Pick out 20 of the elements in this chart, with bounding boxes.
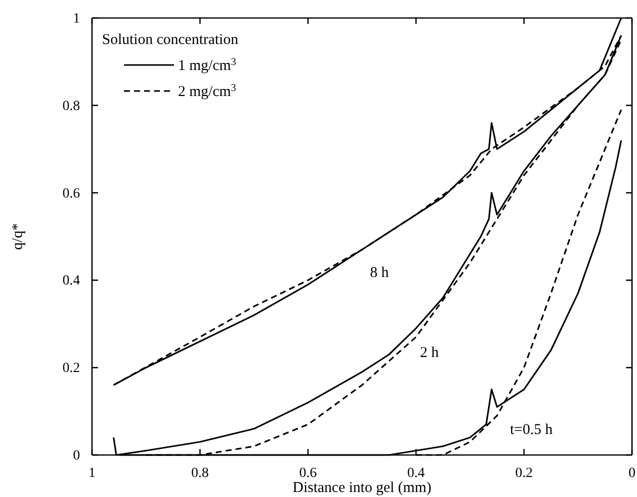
x-tick-label: 0.4 — [407, 466, 425, 481]
y-tick-label: 0 — [73, 448, 80, 464]
x-tick-label: 0 — [628, 466, 636, 481]
y-axis-title: q/q* — [10, 223, 26, 250]
legend-label: 1 mg/cm$^{3}$ — [178, 56, 236, 74]
annotation: 8 h — [370, 265, 390, 281]
y-tick-label: 0.6 — [62, 186, 80, 202]
y-tick-label: 0.4 — [62, 274, 80, 289]
legend-title: Solution concentration — [102, 32, 239, 48]
x-tick-label: 0.8 — [191, 466, 209, 481]
legend-label: 2 mg/cm$^{3}$ — [178, 82, 236, 100]
x-tick-label: 1 — [88, 466, 96, 481]
x-tick-label: 0.2 — [515, 466, 533, 481]
y-tick-label: 0.2 — [62, 361, 80, 376]
x-tick-label: 0.6 — [299, 466, 317, 481]
annotation: t=0.5 h — [510, 422, 554, 438]
annotation: 2 h — [420, 345, 440, 361]
y-tick-label: 1 — [73, 11, 80, 26]
y-tick-label: 0.8 — [62, 98, 80, 114]
x-axis-title: Distance into gel (mm) — [292, 480, 432, 496]
